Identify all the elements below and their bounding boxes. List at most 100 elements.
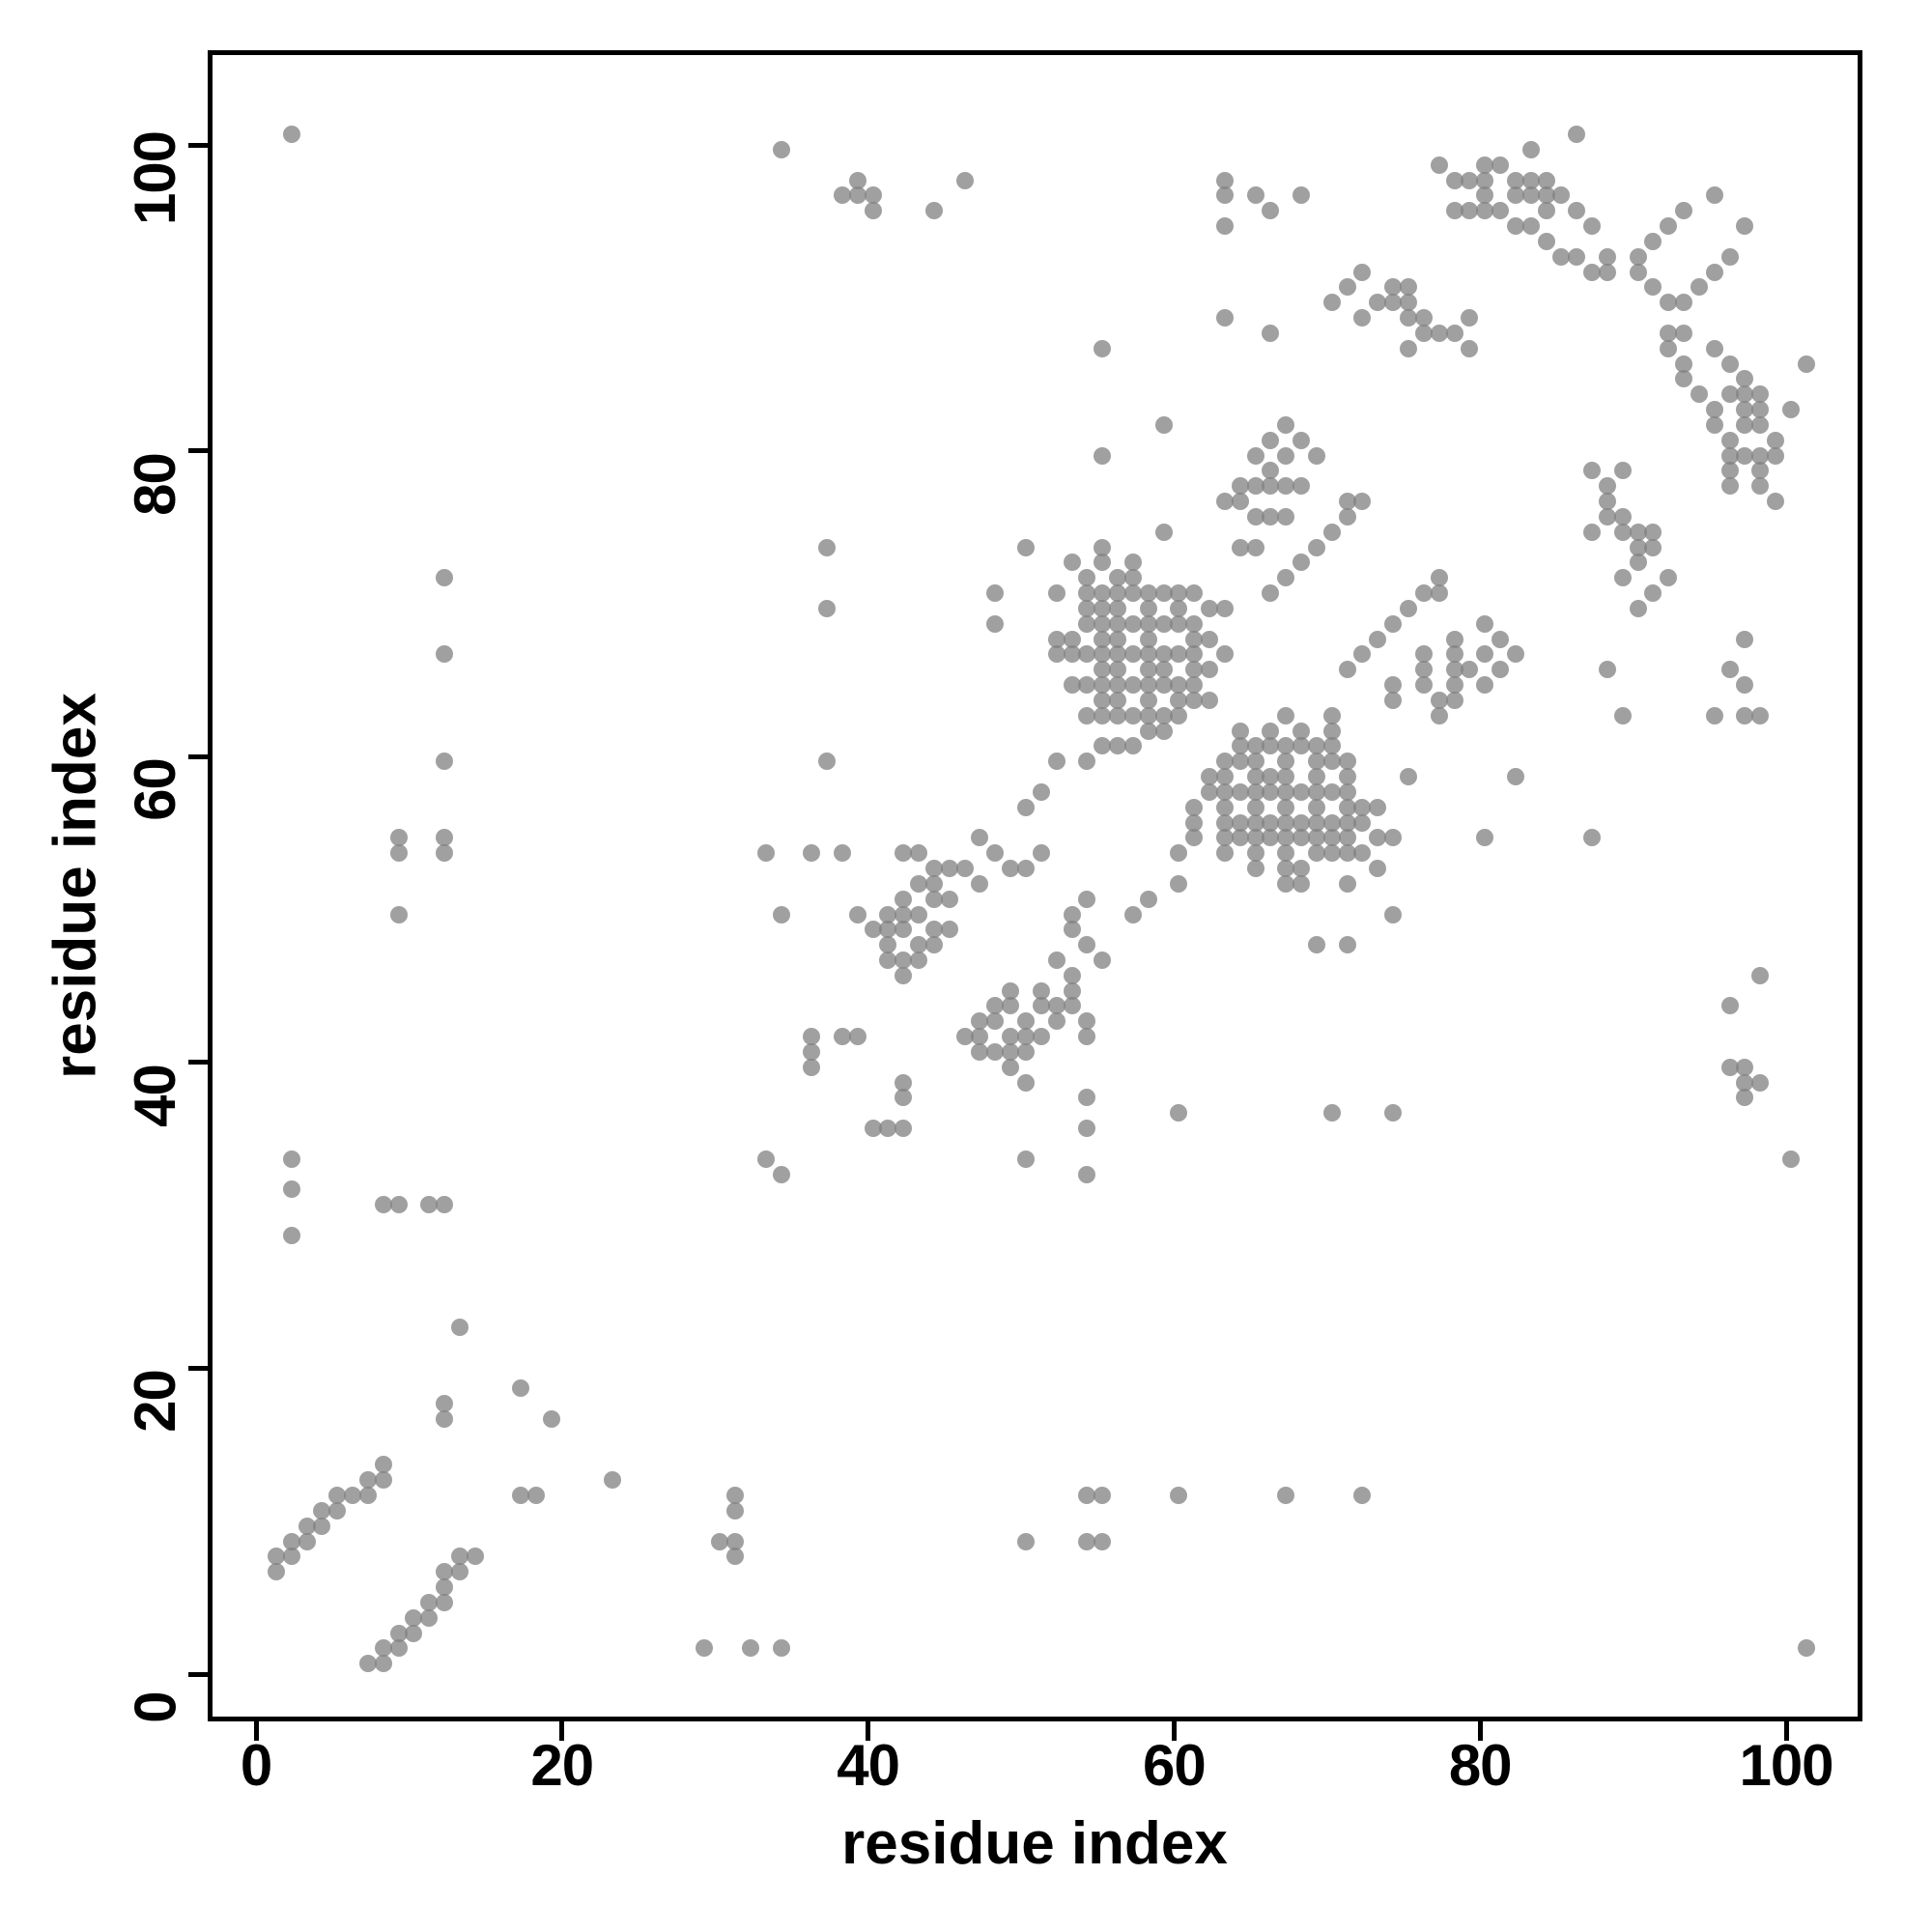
scatter-point <box>1017 538 1035 556</box>
scatter-point <box>1139 661 1157 679</box>
scatter-point <box>1215 171 1234 189</box>
scatter-point <box>1521 171 1540 189</box>
scatter-point <box>1751 706 1770 724</box>
scatter-point <box>1445 171 1463 189</box>
scatter-point <box>1492 630 1510 648</box>
scatter-point <box>955 171 974 189</box>
scatter-point <box>1675 355 1693 373</box>
scatter-point <box>910 951 928 969</box>
y-tick <box>188 1060 208 1065</box>
scatter-point <box>1476 186 1494 205</box>
scatter-point <box>1185 691 1204 709</box>
scatter-point <box>1139 676 1157 695</box>
scatter-point <box>1476 156 1494 174</box>
scatter-points-layer <box>213 55 1858 1717</box>
scatter-point <box>1215 798 1234 816</box>
scatter-point <box>450 1563 469 1581</box>
scatter-point <box>1353 645 1372 664</box>
scatter-point <box>1338 753 1356 771</box>
scatter-point <box>1293 186 1311 205</box>
scatter-point <box>1017 1532 1035 1550</box>
scatter-point <box>1338 768 1356 786</box>
scatter-point <box>1293 477 1311 496</box>
scatter-point <box>1047 997 1065 1015</box>
scatter-point <box>1690 278 1708 297</box>
scatter-point <box>1583 462 1602 480</box>
scatter-point <box>282 1180 300 1199</box>
scatter-point <box>1094 691 1112 709</box>
scatter-point <box>1078 1012 1096 1031</box>
scatter-point <box>1017 1150 1035 1168</box>
scatter-point <box>1109 569 1127 587</box>
scatter-point <box>1400 768 1417 786</box>
scatter-point <box>389 1624 408 1642</box>
scatter-point <box>1720 446 1739 465</box>
scatter-point <box>1751 415 1770 434</box>
scatter-point <box>1537 232 1555 250</box>
scatter-point <box>1109 614 1127 633</box>
scatter-point <box>756 844 775 863</box>
y-tick-label: 60 <box>123 758 187 822</box>
scatter-point <box>696 1639 714 1658</box>
scatter-point <box>1461 661 1479 679</box>
scatter-point <box>1293 813 1311 832</box>
scatter-point <box>436 844 454 863</box>
scatter-point <box>1613 706 1632 724</box>
scatter-point <box>1552 186 1571 205</box>
scatter-point <box>1461 171 1479 189</box>
scatter-point <box>1797 355 1815 373</box>
scatter-point <box>1109 706 1127 724</box>
scatter-point <box>1215 844 1234 863</box>
scatter-point <box>1063 966 1081 984</box>
scatter-point <box>1262 768 1280 786</box>
scatter-point <box>1369 829 1387 847</box>
scatter-point <box>1185 614 1204 633</box>
scatter-point <box>971 874 989 893</box>
scatter-point <box>358 1471 377 1490</box>
scatter-point <box>1613 523 1632 541</box>
scatter-point <box>1246 737 1264 755</box>
scatter-point <box>1414 645 1433 664</box>
scatter-point <box>971 1012 989 1031</box>
scatter-point <box>358 1655 377 1673</box>
scatter-point <box>1736 676 1754 695</box>
scatter-point <box>1307 753 1325 771</box>
scatter-point <box>1078 1165 1096 1183</box>
scatter-point <box>910 844 928 863</box>
scatter-point <box>1277 768 1295 786</box>
scatter-point <box>542 1409 560 1428</box>
scatter-point <box>1032 981 1050 1000</box>
scatter-point <box>1751 966 1770 984</box>
scatter-point <box>1400 309 1417 327</box>
scatter-point <box>895 951 913 969</box>
scatter-point <box>1384 676 1403 695</box>
scatter-point <box>1201 691 1219 709</box>
scatter-point <box>1277 798 1295 816</box>
scatter-point <box>910 874 928 893</box>
scatter-point <box>1262 584 1280 603</box>
scatter-point <box>389 844 408 863</box>
scatter-point <box>1094 645 1112 664</box>
scatter-point <box>1660 294 1678 312</box>
scatter-point <box>1445 691 1463 709</box>
scatter-point <box>436 1395 454 1413</box>
scatter-point <box>1277 844 1295 863</box>
scatter-point <box>986 1042 1005 1061</box>
scatter-point <box>1369 860 1387 877</box>
scatter-point <box>741 1639 759 1658</box>
scatter-point <box>1063 676 1081 695</box>
scatter-point <box>1353 844 1372 863</box>
scatter-point <box>1215 753 1234 771</box>
scatter-point <box>1201 782 1219 801</box>
scatter-point <box>1123 737 1142 755</box>
scatter-point <box>267 1563 285 1581</box>
scatter-point <box>1293 782 1311 801</box>
scatter-point <box>1322 829 1341 847</box>
scatter-point <box>1322 523 1341 541</box>
scatter-point <box>1017 860 1035 877</box>
scatter-point <box>1262 462 1280 480</box>
scatter-point <box>1322 1104 1341 1122</box>
scatter-point <box>1705 415 1723 434</box>
scatter-point <box>282 1548 300 1566</box>
scatter-point <box>864 921 882 939</box>
